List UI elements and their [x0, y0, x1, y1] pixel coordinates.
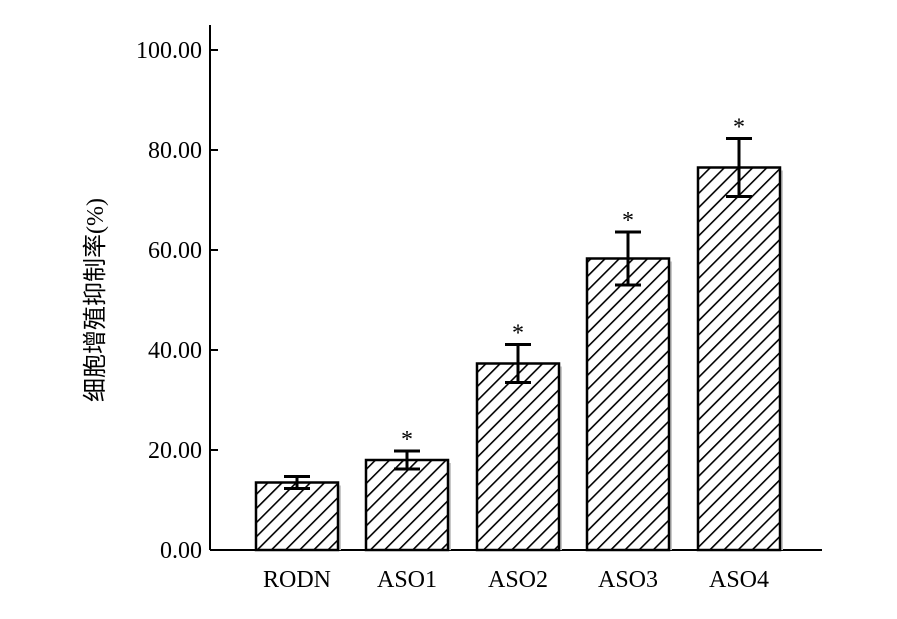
- bar-aso2: [475, 362, 561, 552]
- x-tick-label: ASO3: [598, 567, 658, 593]
- bar-aso3: [585, 257, 671, 552]
- bar-aso1: [364, 458, 450, 552]
- y-tick-label: 20.00: [148, 438, 202, 464]
- x-tick-label: ASO2: [488, 567, 548, 593]
- y-tick-label: 0.00: [160, 538, 202, 564]
- significance-marker: *: [622, 208, 634, 234]
- significance-marker: *: [512, 321, 524, 347]
- x-tick-label: ASO1: [377, 567, 437, 593]
- y-axis-title: 细胞增殖抑制率(%): [82, 198, 109, 402]
- y-tick-label: 40.00: [148, 338, 202, 364]
- x-tick-label: RODN: [263, 567, 331, 593]
- significance-marker: *: [401, 427, 413, 453]
- y-tick-label: 80.00: [148, 138, 202, 164]
- x-tick-label: ASO4: [709, 567, 769, 593]
- significance-marker: *: [733, 115, 745, 141]
- bar-aso4: [696, 166, 782, 552]
- y-tick-label: 60.00: [148, 238, 202, 264]
- bar-rodn: [254, 481, 340, 552]
- y-tick-label: 100.00: [136, 38, 202, 64]
